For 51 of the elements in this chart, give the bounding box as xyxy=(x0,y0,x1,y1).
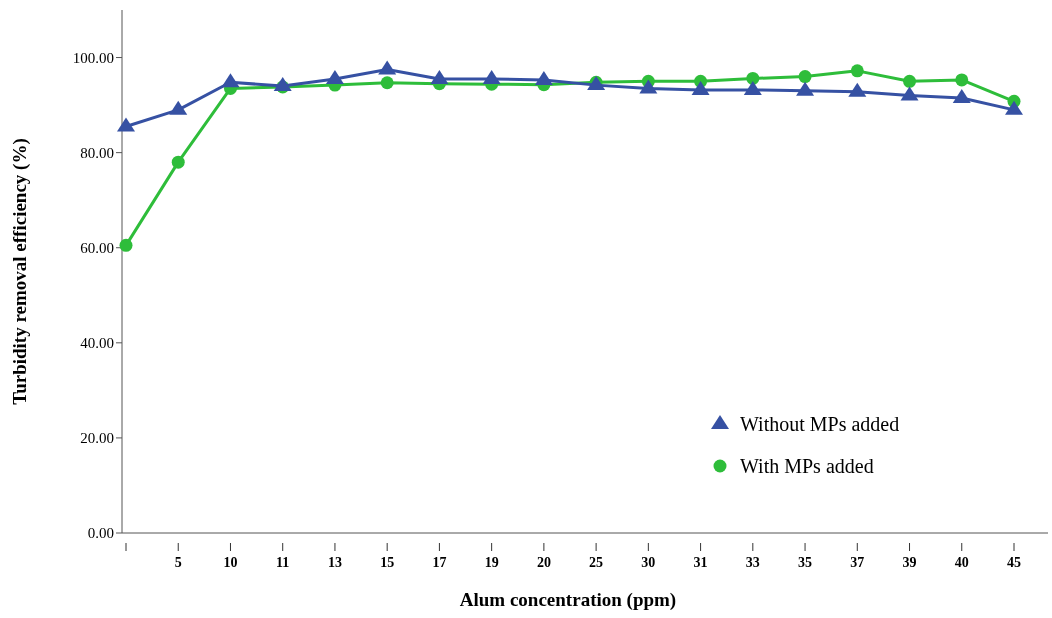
x-tick-label: 15 xyxy=(380,555,395,570)
point xyxy=(430,69,449,84)
x-tick-label: 19 xyxy=(484,555,499,570)
y-tick-label: 60.00 xyxy=(80,239,114,256)
y-tick-label: 20.00 xyxy=(80,430,114,447)
x-tick-label: 31 xyxy=(693,555,708,570)
point xyxy=(534,70,553,85)
x-tick-label: 33 xyxy=(745,555,760,570)
x-tick-label: 45 xyxy=(1007,555,1021,570)
point xyxy=(169,100,188,115)
point xyxy=(117,117,135,132)
legend-label: With MPs added xyxy=(740,455,874,477)
point xyxy=(955,73,969,87)
point xyxy=(850,64,864,78)
point xyxy=(952,88,971,103)
x-tick-label: 10 xyxy=(223,555,238,570)
x-tick-label: 35 xyxy=(798,555,813,570)
point xyxy=(746,71,760,85)
point xyxy=(743,80,762,95)
point xyxy=(848,82,867,97)
x-tick-label: 37 xyxy=(850,555,865,570)
y-tick-label: 100.00 xyxy=(72,49,114,66)
point xyxy=(380,76,394,90)
x-tick-label: 13 xyxy=(327,555,342,570)
point xyxy=(221,73,240,88)
x-tick-label: 5 xyxy=(174,555,182,570)
point xyxy=(171,155,185,169)
legend-label: Without MPs added xyxy=(740,413,900,435)
point xyxy=(639,79,658,94)
x-tick-label: 20 xyxy=(536,555,551,570)
x-tick-label: 30 xyxy=(641,555,656,570)
point xyxy=(900,86,919,101)
point xyxy=(798,70,812,84)
x-tick-label: 40 xyxy=(954,555,969,570)
y-tick-label: 0.00 xyxy=(87,525,114,542)
y-axis-title: Turbidity removal efficiency (%) xyxy=(9,138,31,405)
x-axis-title: Alum concentration (ppm) xyxy=(459,589,677,611)
x-tick-label: 25 xyxy=(589,555,604,570)
x-tick-label: 39 xyxy=(902,555,917,570)
point xyxy=(796,81,815,96)
y-tick-label: 40.00 xyxy=(80,335,114,352)
point xyxy=(903,74,917,88)
x-tick-label: 11 xyxy=(276,555,290,570)
point xyxy=(482,69,501,84)
point xyxy=(325,69,344,84)
y-tick-label: 80.00 xyxy=(80,144,114,161)
x-tick-label: 17 xyxy=(432,555,447,570)
point xyxy=(378,60,397,75)
point xyxy=(1005,100,1023,115)
point xyxy=(119,238,133,252)
point xyxy=(691,80,710,95)
